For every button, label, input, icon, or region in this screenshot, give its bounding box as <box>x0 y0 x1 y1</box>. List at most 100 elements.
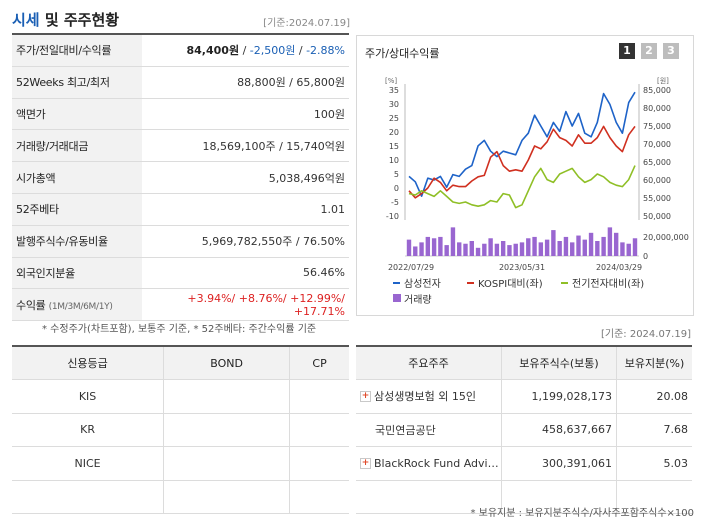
chart-tab-2[interactable]: 2 <box>641 43 657 59</box>
volume-bar <box>526 238 531 256</box>
holder-shares: 300,391,061 <box>501 446 617 481</box>
volume-bar <box>607 227 613 256</box>
credit-agency: KIS <box>12 379 164 414</box>
quote-value: 5,969,782,550주 / 76.50% <box>142 225 349 258</box>
x-tick-label: 2024/03/29 <box>596 263 642 272</box>
credit-cp <box>289 379 349 414</box>
right-tick-label: 60,000 <box>643 176 671 185</box>
expand-icon[interactable]: + <box>360 457 371 469</box>
volume-bar <box>419 242 424 256</box>
holder-shares: 458,637,667 <box>501 413 617 447</box>
series-line <box>408 165 636 209</box>
left-tick-label: 25 <box>389 114 399 123</box>
holder-pct: 20.08 <box>616 379 692 414</box>
volume-bar <box>475 247 481 256</box>
expand-icon[interactable]: + <box>360 390 371 402</box>
base-date-2: [기준: 2024.07.19] <box>600 329 691 340</box>
right-tick-label: 85,000 <box>643 86 671 95</box>
chart-tab-3[interactable]: 3 <box>663 43 679 59</box>
quote-row-marketcap: 시가총액 5,038,496억원 <box>12 161 349 194</box>
table-row: 국민연금공단 458,637,667 7.68 <box>356 413 692 447</box>
volume-bar <box>519 242 525 256</box>
volume-bar <box>507 245 512 256</box>
credit-bond <box>163 446 290 481</box>
left-tick-label: -5 <box>391 198 399 207</box>
holder-name[interactable]: +BlackRock Fund Advisors 외 15인 <box>356 446 502 481</box>
credit-rating-table: 신용등급 BOND CP KIS KR NICE <box>12 345 349 514</box>
left-tick-label: -10 <box>386 212 399 221</box>
quote-row-price: 주가/전일대비/수익률 84,400원 / -2,500원 / -2.88% <box>12 35 349 67</box>
volume-bar <box>513 243 518 256</box>
base-date: [기준:2024.07.19] <box>263 18 350 29</box>
volume-tick-label: 20,000,000 <box>643 233 689 242</box>
quote-value: 5,038,496억원 <box>142 161 349 194</box>
quote-row-beta: 52주베타 1.01 <box>12 193 349 226</box>
quote-value: 1.01 <box>142 193 349 226</box>
credit-header: 신용등급 <box>12 346 164 380</box>
major-shareholders-table: 주요주주 보유주식수(보통) 보유지분(%) + 삼성생명보험 외 15인 1,1… <box>356 345 692 514</box>
credit-bond <box>163 480 290 514</box>
table-row: KIS <box>12 379 349 414</box>
volume-bar <box>626 243 631 256</box>
quote-value: 84,400원 / -2,500원 / -2.88% <box>142 35 349 67</box>
holders-header: 주요주주 <box>356 346 502 380</box>
volume-bar <box>500 241 506 256</box>
right-tick-label: 65,000 <box>643 158 671 167</box>
quote-footnote: * 수정주가(차트포함), 보통주 기준, * 52주베타: 주간수익률 기준 <box>42 324 317 335</box>
credit-cp <box>289 446 349 481</box>
quote-label: 52주베타 <box>12 193 142 226</box>
return-6m: +12.99% <box>290 291 342 305</box>
volume-bar <box>613 232 619 256</box>
volume-bar <box>450 227 456 256</box>
table-row <box>12 480 349 514</box>
section-title: 시세 및 주주현황 <box>12 11 120 29</box>
table-row: NICE <box>12 446 349 481</box>
holder-shares: 1,199,028,173 <box>501 379 617 414</box>
right-tick-label: 55,000 <box>643 194 671 203</box>
holder-shares <box>501 480 617 514</box>
volume-bar <box>544 239 550 256</box>
right-axis-label: [원] <box>657 76 669 85</box>
series-line <box>408 125 636 199</box>
volume-bar <box>438 236 443 256</box>
legend-label: 삼성전자 <box>404 278 441 290</box>
quote-value: 88,800원 / 65,800원 <box>142 66 349 99</box>
holders-header: 보유주식수(보통) <box>501 346 617 380</box>
legend-swatch <box>393 294 401 302</box>
holders-header-row: 주요주주 보유주식수(보통) 보유지분(%) <box>356 346 692 380</box>
credit-agency: KR <box>12 413 164 447</box>
returns-value: +3.94%/ +8.76%/ +12.99%/ +17.71% <box>142 288 349 322</box>
volume-bar <box>469 241 474 256</box>
legend-label: KOSPI대비(좌) <box>478 278 543 290</box>
credit-header: CP <box>289 346 349 380</box>
legend-label: 전기전자대비(좌) <box>572 278 644 290</box>
holder-name <box>356 480 502 514</box>
volume-bar <box>488 238 493 256</box>
quote-row-foreign: 외국인지분율 56.46% <box>12 257 349 290</box>
holder-pct <box>616 480 692 514</box>
chart-tab-1[interactable]: 1 <box>619 43 635 59</box>
credit-header-row: 신용등급 BOND CP <box>12 346 349 380</box>
volume-bar <box>425 236 431 256</box>
rate-value: -2.88% <box>306 44 345 58</box>
holder-name[interactable]: + 삼성생명보험 외 15인 <box>356 379 502 414</box>
table-row <box>356 480 692 514</box>
volume-bar <box>406 239 412 256</box>
volume-bar <box>413 246 418 256</box>
quote-value: 56.46% <box>142 257 349 290</box>
header-divider <box>12 33 349 35</box>
left-tick-label: 0 <box>394 184 399 193</box>
volume-bar <box>557 241 562 256</box>
quote-label: 발행주식수/유동비율 <box>12 225 142 258</box>
quote-label: 주가/전일대비/수익률 <box>12 35 142 67</box>
table-row: +BlackRock Fund Advisors 외 15인 300,391,0… <box>356 446 692 481</box>
holders-footnote: * 보유지분 : 보유지분주식수/자사주포함주식수×100 <box>470 508 694 519</box>
left-tick-label: 35 <box>389 86 399 95</box>
quote-row-shares: 발행주식수/유동비율 5,969,782,550주 / 76.50% <box>12 225 349 258</box>
right-tick-label: 50,000 <box>643 212 671 221</box>
quote-value: 18,569,100주 / 15,740억원 <box>142 129 349 163</box>
quote-label: 외국인지분율 <box>12 257 142 290</box>
quote-row-par: 액면가 100원 <box>12 98 349 131</box>
volume-bar <box>620 242 625 256</box>
quote-value: 100원 <box>142 98 349 131</box>
